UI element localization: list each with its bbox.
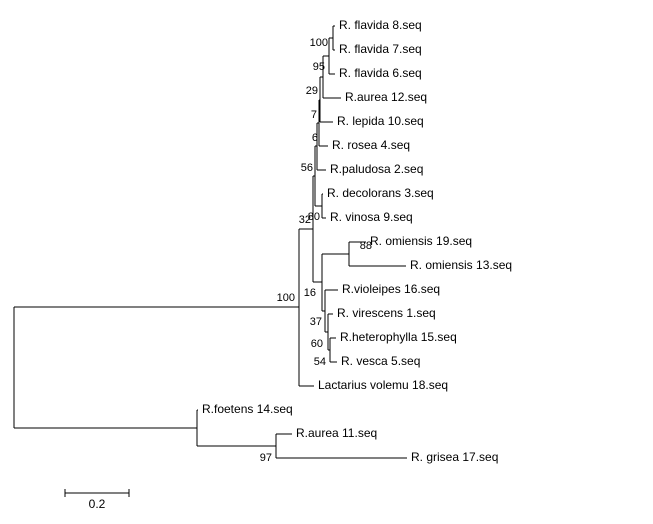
leaf-label: R.heterophylla 15.seq [340, 330, 457, 344]
leaf-label: R. rosea 4.seq [332, 138, 410, 152]
branches [13, 25, 407, 497]
leaf-label: R.foetens 14.seq [202, 402, 293, 416]
leaf-label: R. omiensis 13.seq [410, 258, 512, 272]
bootstrap-value: 16 [304, 287, 316, 299]
leaf-label: R. vesca 5.seq [341, 354, 420, 368]
leaf-label: R.aurea 12.seq [345, 90, 427, 104]
bootstrap-value: 54 [314, 356, 326, 368]
leaf-label: R.paludosa 2.seq [330, 162, 423, 176]
leaf-label: R. grisea 17.seq [411, 450, 498, 464]
bootstrap-value: 100 [277, 292, 295, 304]
bootstrap-value: 97 [260, 452, 272, 464]
bootstrap-value: 56 [301, 162, 313, 174]
leaf-label: R. virescens 1.seq [337, 306, 436, 320]
leaf-label: Lactarius volemu 18.seq [318, 378, 448, 392]
bootstrap-value: 7 [311, 109, 317, 121]
scale-label: 0.2 [89, 497, 106, 511]
leaf-label: R. lepida 10.seq [337, 114, 424, 128]
leaf-label: R. flavida 8.seq [339, 18, 422, 32]
bootstrap-value: 80 [308, 211, 320, 223]
bootstrap-value: 100 [310, 37, 328, 49]
leaf-label: R.aurea 11.seq [296, 426, 377, 440]
leaf-label: R. omiensis 19.seq [370, 234, 472, 248]
leaf-label: R. flavida 6.seq [339, 66, 422, 80]
bootstrap-value: 88 [360, 240, 372, 252]
bootstrap-value: 95 [313, 61, 325, 73]
leaf-label: R. flavida 7.seq [339, 42, 422, 56]
leaf-label: R. vinosa 9.seq [330, 210, 413, 224]
bootstrap-value: 6 [312, 132, 318, 144]
bootstrap-value: 37 [310, 316, 322, 328]
leaf-label: R.violeipes 16.seq [342, 282, 440, 296]
bootstrap-value: 32 [299, 214, 311, 226]
bootstrap-value: 29 [306, 85, 318, 97]
bootstrap-value: 60 [311, 338, 323, 350]
leaf-label: R. decolorans 3.seq [327, 186, 434, 200]
